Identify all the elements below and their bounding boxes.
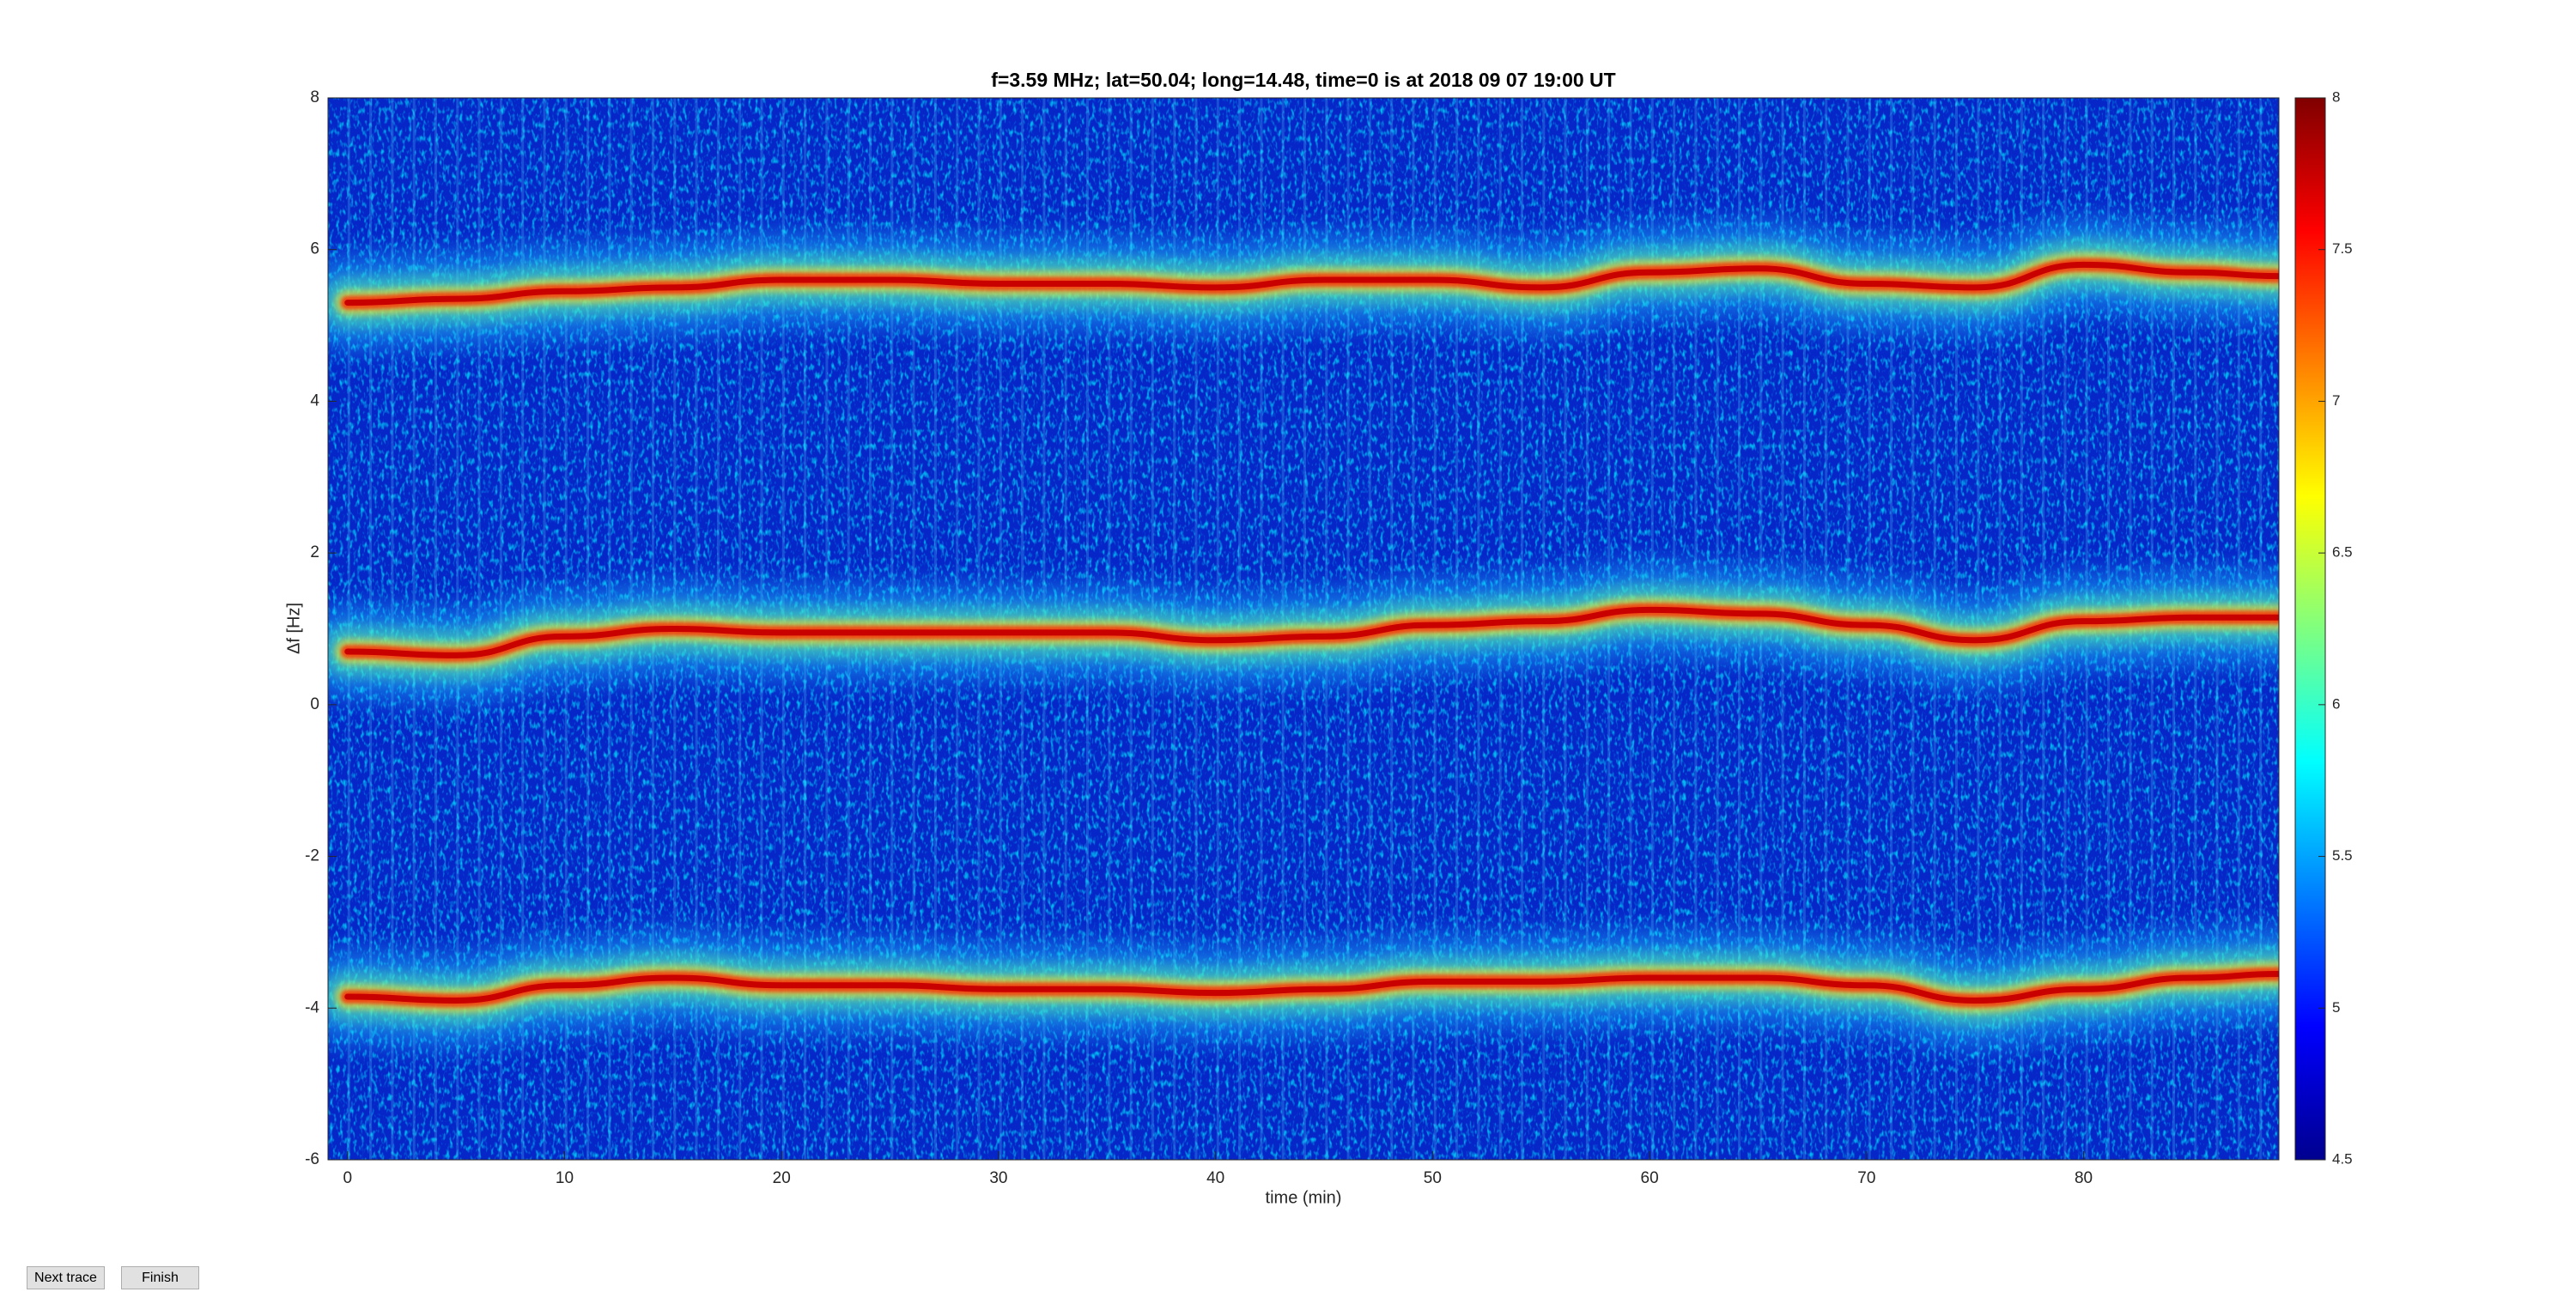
colorbar-tick-label: 8 — [2332, 88, 2340, 105]
x-tick-label: 70 — [1857, 1169, 1875, 1187]
x-axis-label: time (min) — [1266, 1188, 1342, 1207]
y-tick-label: 0 — [310, 695, 319, 713]
plot-frame — [327, 97, 2280, 1161]
colorbar — [2294, 97, 2326, 1161]
colorbar-tick-label: 4.5 — [2332, 1150, 2353, 1167]
trace — [344, 261, 2279, 306]
finish-button[interactable]: Finish — [121, 1266, 199, 1289]
colorbar-tick-label: 5.5 — [2332, 847, 2353, 864]
next-trace-button[interactable]: Next trace — [27, 1266, 105, 1289]
chart: f=3.59 MHz; lat=50.04; long=14.48, time=… — [284, 69, 2353, 1207]
colorbar-tick-label: 6.5 — [2332, 544, 2353, 561]
x-tick-label: 30 — [989, 1169, 1007, 1187]
x-tick-label: 50 — [1424, 1169, 1442, 1187]
trace — [344, 971, 2279, 1004]
colorbar-tick-label: 7 — [2332, 392, 2340, 409]
colorbar-tick-label: 5 — [2332, 999, 2340, 1016]
chart-title: f=3.59 MHz; lat=50.04; long=14.48, time=… — [991, 69, 1615, 91]
x-tick-label: 20 — [773, 1169, 791, 1187]
colorbar-tick-label: 6 — [2332, 695, 2340, 712]
y-tick-label: -6 — [305, 1150, 319, 1168]
y-tick-label: -2 — [305, 847, 319, 865]
y-tick-label: 6 — [310, 240, 319, 258]
trace — [344, 606, 2279, 658]
x-tick-label: 10 — [556, 1169, 574, 1187]
x-tick-label: 60 — [1641, 1169, 1659, 1187]
y-tick-label: 8 — [310, 88, 319, 106]
y-tick-label: 2 — [310, 543, 319, 561]
y-axis-label: Δf [Hz] — [284, 603, 303, 654]
x-tick-label: 0 — [343, 1169, 352, 1187]
colorbar-tick-label: 7.5 — [2332, 240, 2353, 257]
x-tick-label: 80 — [2075, 1169, 2093, 1187]
y-tick-label: 4 — [310, 391, 319, 409]
x-tick-label: 40 — [1206, 1169, 1224, 1187]
y-tick-label: -4 — [305, 998, 319, 1016]
